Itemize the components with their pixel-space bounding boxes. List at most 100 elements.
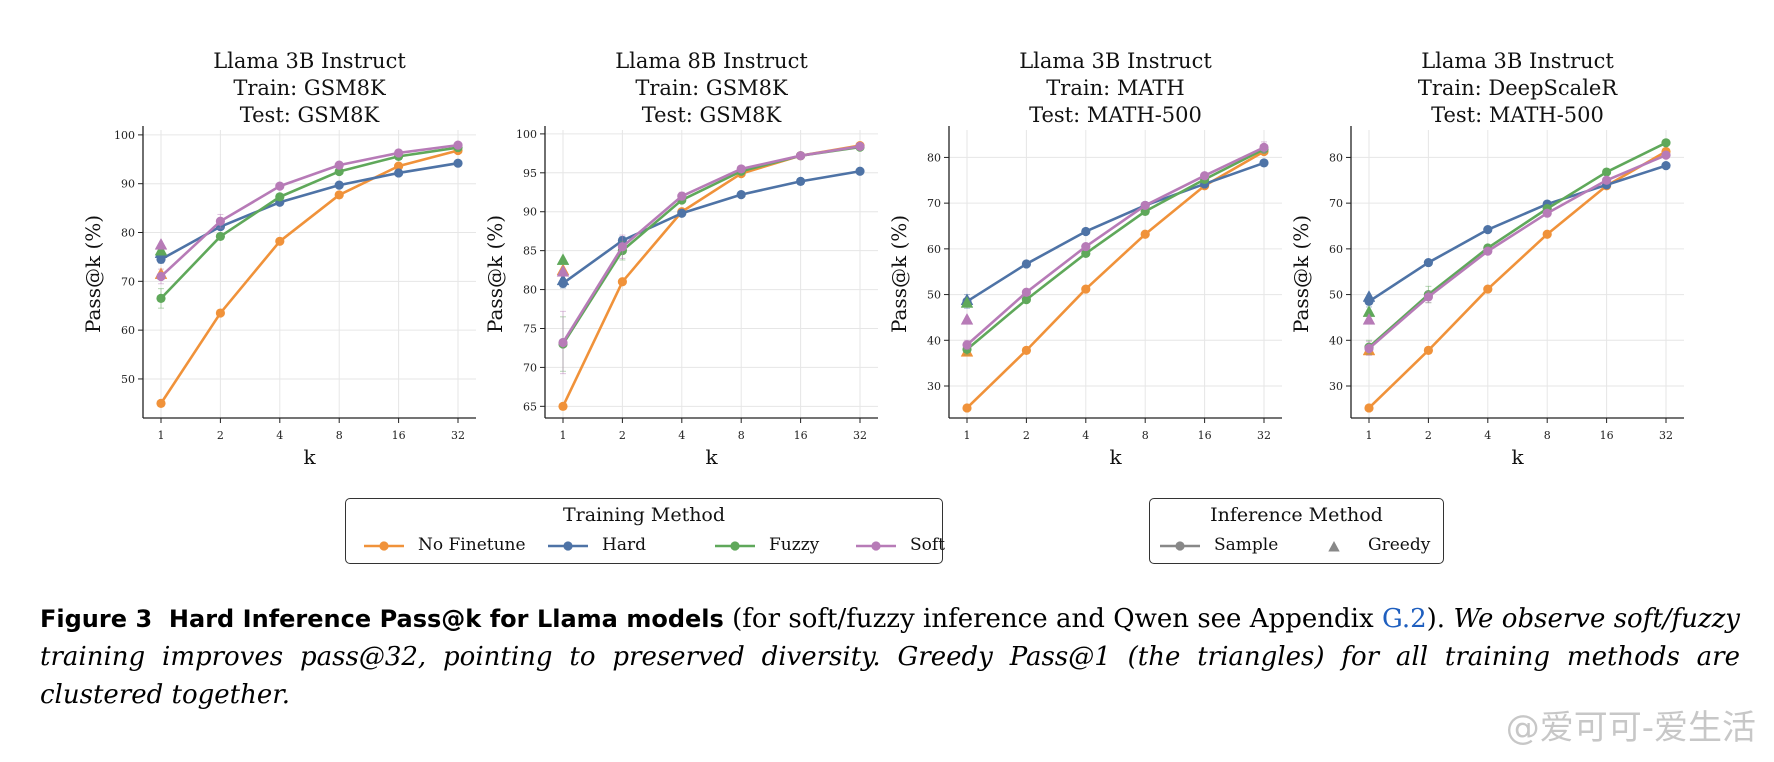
x-tick-label: 8 <box>1544 429 1551 442</box>
data-point <box>617 277 627 287</box>
y-tick-label: 70 <box>927 197 941 210</box>
caption-text: (for soft/fuzzy inference and Qwen see A… <box>723 604 1382 634</box>
series-line <box>160 161 459 261</box>
chart-svg: Llama 3B Instruct Train: GSM8K Test: GSM8K… <box>81 49 476 469</box>
greedy-triangle-marker <box>154 243 168 256</box>
series-no_finetune <box>1362 146 1671 413</box>
appendix-link[interactable]: G.2 <box>1382 604 1427 634</box>
y-tick-label: 80 <box>927 151 941 164</box>
x-tick-label: 1 <box>158 429 165 442</box>
greedy-triangle-marker <box>556 273 570 286</box>
legend-swatch <box>364 541 404 551</box>
data-point <box>1021 345 1031 355</box>
legend-marker <box>1175 541 1185 551</box>
data-point <box>1140 229 1150 239</box>
series-soft <box>960 141 1269 350</box>
x-tick-label: 2 <box>1425 429 1432 442</box>
series-line <box>562 169 861 285</box>
legend-label: Sample <box>1214 535 1279 555</box>
data-point <box>962 340 972 350</box>
chart-svg: Llama 3B Instruct Train: MATH Test: MATH-5… <box>887 49 1282 469</box>
data-point <box>334 180 344 190</box>
data-point <box>1081 248 1091 259</box>
data-point <box>558 337 568 348</box>
legend-inference-method: Inference Method Sample Greedy <box>1149 498 1444 564</box>
series-fuzzy <box>1362 138 1671 355</box>
x-tick-label: 2 <box>1023 429 1030 442</box>
y-tick-label: 60 <box>927 243 941 256</box>
data-point <box>1483 225 1493 235</box>
greedy-triangle-marker <box>556 253 570 265</box>
data-point <box>334 166 344 177</box>
y-tick-label: 70 <box>121 275 135 288</box>
caption-italic-text: We observe soft/fuzzy training improves … <box>40 604 1740 710</box>
y-tick-label: 95 <box>523 167 537 180</box>
x-tick-label: 1 <box>560 429 567 442</box>
data-point <box>275 181 285 191</box>
x-tick-label: 4 <box>276 429 283 442</box>
x-tick-label: 4 <box>1082 429 1089 442</box>
data-point <box>677 208 687 218</box>
y-tick-label: 90 <box>523 206 537 219</box>
data-point <box>1423 257 1433 268</box>
data-point <box>796 151 806 161</box>
x-tick-label: 32 <box>451 429 465 442</box>
data-point <box>394 168 404 178</box>
legend-triangle-marker <box>1328 541 1340 552</box>
y-tick-label: 50 <box>1329 289 1343 302</box>
data-point <box>453 140 463 150</box>
chart-panel-1: Llama 3B Instruct Train: GSM8K Test: GSM8K… <box>60 0 480 470</box>
x-tick-label: 8 <box>1142 429 1149 442</box>
data-point <box>1200 171 1210 181</box>
y-tick-label: 80 <box>121 227 135 240</box>
series-line <box>966 146 1265 346</box>
y-tick-label: 60 <box>1329 243 1343 256</box>
series-line <box>1368 164 1667 303</box>
data-point <box>1661 161 1671 171</box>
data-point <box>1081 241 1091 252</box>
legend-label: No Finetune <box>418 535 526 555</box>
data-point <box>1542 208 1552 218</box>
data-point <box>1661 138 1671 148</box>
x-tick-label: 4 <box>1484 429 1491 442</box>
y-tick-label: 50 <box>927 289 941 302</box>
data-point <box>334 160 344 170</box>
data-point <box>1364 403 1374 413</box>
data-point <box>558 401 568 411</box>
y-tick-label: 60 <box>121 324 135 337</box>
data-point <box>334 190 344 200</box>
legend-swatch <box>715 541 755 551</box>
chart-panel-3: Llama 3B Instruct Train: MATH Test: MATH-5… <box>866 0 1286 470</box>
legend-training-method: Training Method No Finetune Hard Fuzzy Soft <box>345 498 945 564</box>
data-point <box>736 164 746 174</box>
series-soft <box>1362 150 1671 356</box>
x-tick-label: 2 <box>217 429 224 442</box>
greedy-triangle-marker <box>556 264 570 277</box>
data-point <box>1364 343 1374 354</box>
x-tick-label: 2 <box>619 429 626 442</box>
series-line <box>966 161 1265 303</box>
series-hard <box>154 158 463 264</box>
legend-label: Fuzzy <box>769 535 820 555</box>
x-tick-label: 16 <box>1600 429 1614 442</box>
series-line <box>159 149 459 405</box>
series-fuzzy <box>556 142 865 372</box>
series-no_finetune <box>960 146 1269 413</box>
legend-swatch <box>548 541 588 551</box>
series-soft <box>154 140 463 285</box>
chart-title-line: Train: MATH <box>1046 76 1184 100</box>
data-point <box>275 192 285 202</box>
data-point <box>1021 295 1031 305</box>
legend-marker <box>379 541 389 551</box>
chart-title-line: Train: GSM8K <box>233 76 386 100</box>
data-point <box>855 141 865 151</box>
y-tick-label: 80 <box>1329 151 1343 164</box>
legend-swatch <box>1160 541 1200 551</box>
x-tick-label: 8 <box>336 429 343 442</box>
chart-title-line: Llama 8B Instruct <box>615 49 808 73</box>
y-axis-label: Pass@k (%) <box>887 215 911 333</box>
legend-marker <box>563 541 573 551</box>
chart-title-line: Train: DeepScaleR <box>1418 76 1619 100</box>
data-point <box>796 176 806 186</box>
data-point <box>1661 150 1671 160</box>
